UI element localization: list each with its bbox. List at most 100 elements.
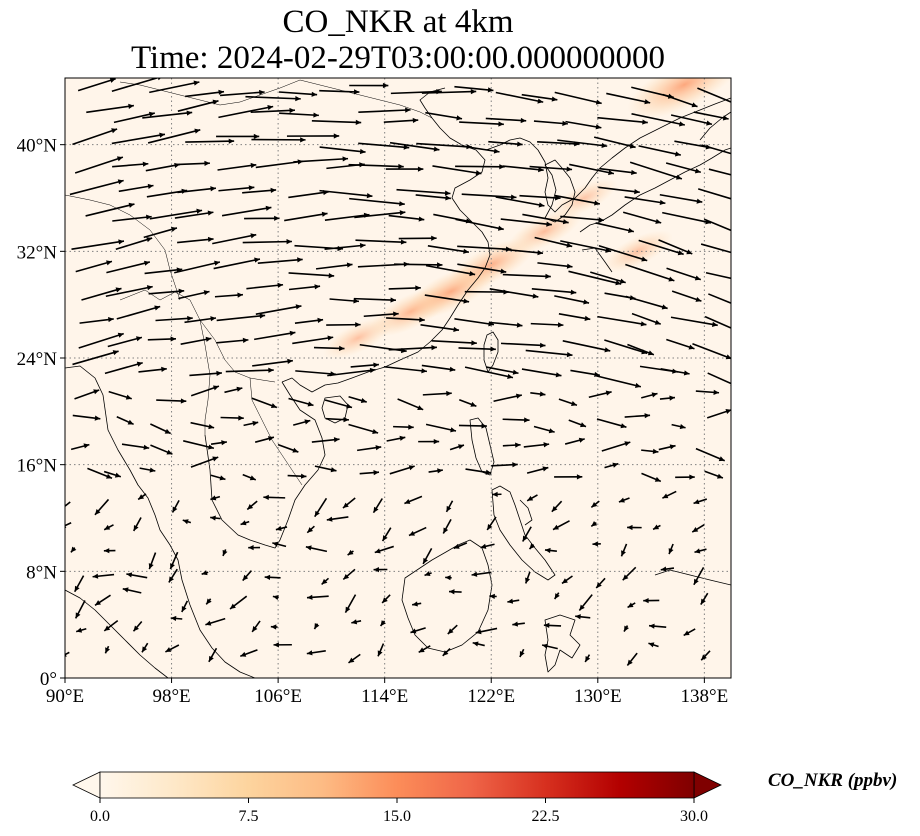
wind-vector <box>311 119 362 125</box>
wind-vector <box>313 623 320 630</box>
map-subtitle-time: Time: 2024-02-29T03:00:00.000000000 <box>130 40 666 76</box>
wind-vector <box>701 144 731 155</box>
wind-vector <box>386 435 406 442</box>
wind-vector <box>660 566 675 572</box>
wind-vector <box>284 211 328 222</box>
wind-vector <box>379 620 386 627</box>
wind-vector <box>625 263 675 282</box>
wind-vector <box>445 575 452 581</box>
wind-vector <box>363 311 399 318</box>
wind-vector <box>240 649 258 657</box>
lat-tick-label: 16°N <box>17 456 58 477</box>
wind-vector <box>398 235 437 241</box>
wind-vector <box>210 495 221 501</box>
wind-vector <box>502 417 530 423</box>
wind-vector <box>458 423 487 429</box>
wind-vector <box>489 288 539 299</box>
wind-vector <box>658 444 676 451</box>
wind-vector <box>218 105 274 119</box>
wind-vector <box>396 188 451 196</box>
wind-vector <box>590 500 600 508</box>
wind-vector <box>385 166 424 172</box>
wind-vector <box>442 648 451 657</box>
wind-vector <box>126 572 148 579</box>
wind-vector <box>279 112 319 118</box>
wind-vector <box>507 598 520 604</box>
wind-vector <box>660 368 690 376</box>
wind-vector <box>288 272 335 279</box>
wind-vector <box>210 474 226 481</box>
wind-vector <box>254 436 275 443</box>
wind-vector <box>358 142 410 150</box>
wind-vector <box>700 592 709 605</box>
wind-vector <box>552 520 570 531</box>
lat-tick-label: 40°N <box>17 136 58 157</box>
wind-vector <box>155 315 193 322</box>
wind-vector <box>641 472 662 483</box>
wind-vector <box>293 156 349 163</box>
wind-vector <box>590 521 598 528</box>
wind-vector <box>662 490 677 499</box>
wind-vector <box>671 290 702 302</box>
wind-vector <box>116 305 161 320</box>
wind-vector <box>263 494 286 500</box>
wind-vector <box>85 202 135 217</box>
wind-vector <box>431 339 477 346</box>
wind-vector <box>627 602 636 609</box>
wind-vector <box>537 262 573 269</box>
wind-vector <box>257 257 303 265</box>
wind-vector <box>691 524 705 533</box>
wind-vector <box>601 441 631 452</box>
wind-vector <box>641 448 659 454</box>
wind-vector <box>561 575 573 585</box>
wind-vector <box>94 594 111 606</box>
wind-vector <box>190 456 219 468</box>
wind-vector <box>306 525 315 534</box>
country-borders <box>65 79 433 486</box>
wind-vector <box>554 194 600 206</box>
wind-vector <box>500 342 546 348</box>
wind-vector <box>697 87 731 103</box>
wind-vector <box>475 627 498 635</box>
wind-vector <box>526 466 549 474</box>
wind-vector <box>305 545 328 553</box>
plume-patch <box>627 78 731 119</box>
wind-vector <box>272 541 287 548</box>
wind-vector <box>445 500 454 513</box>
wind-vector <box>595 222 635 233</box>
wind-vector <box>623 625 629 632</box>
wind-vector <box>319 189 373 199</box>
wind-vector <box>314 465 337 473</box>
wind-vector <box>74 389 100 400</box>
wind-vector <box>648 642 659 648</box>
wind-vector <box>692 342 731 360</box>
wind-vector <box>471 571 492 577</box>
wind-vector <box>79 316 114 324</box>
colorbar-tick-label: 22.5 <box>532 808 560 825</box>
wind-vector <box>705 271 731 280</box>
wind-vector <box>224 386 243 394</box>
wind-vector <box>648 623 667 629</box>
wind-vector <box>103 470 122 478</box>
wind-vector <box>185 138 235 144</box>
wind-vector <box>348 423 379 435</box>
wind-vector <box>704 315 731 329</box>
wind-vector <box>104 361 143 375</box>
wind-vector <box>708 168 731 176</box>
wind-vector <box>73 575 85 593</box>
lon-tick-label: 122°E <box>467 686 515 707</box>
wind-vector <box>618 497 630 503</box>
wind-vector <box>181 600 189 613</box>
wind-vector <box>212 233 257 245</box>
wind-vector <box>455 164 505 170</box>
wind-vectors <box>65 78 731 666</box>
wind-vector <box>75 627 87 633</box>
wind-vector <box>77 78 116 92</box>
wind-vector <box>244 215 280 221</box>
wind-vector <box>675 474 695 480</box>
wind-vector <box>225 367 274 373</box>
wind-vector <box>313 345 345 352</box>
wind-vector <box>139 467 156 473</box>
lat-tick-label: 32°N <box>17 242 58 263</box>
wind-vector <box>321 577 330 586</box>
